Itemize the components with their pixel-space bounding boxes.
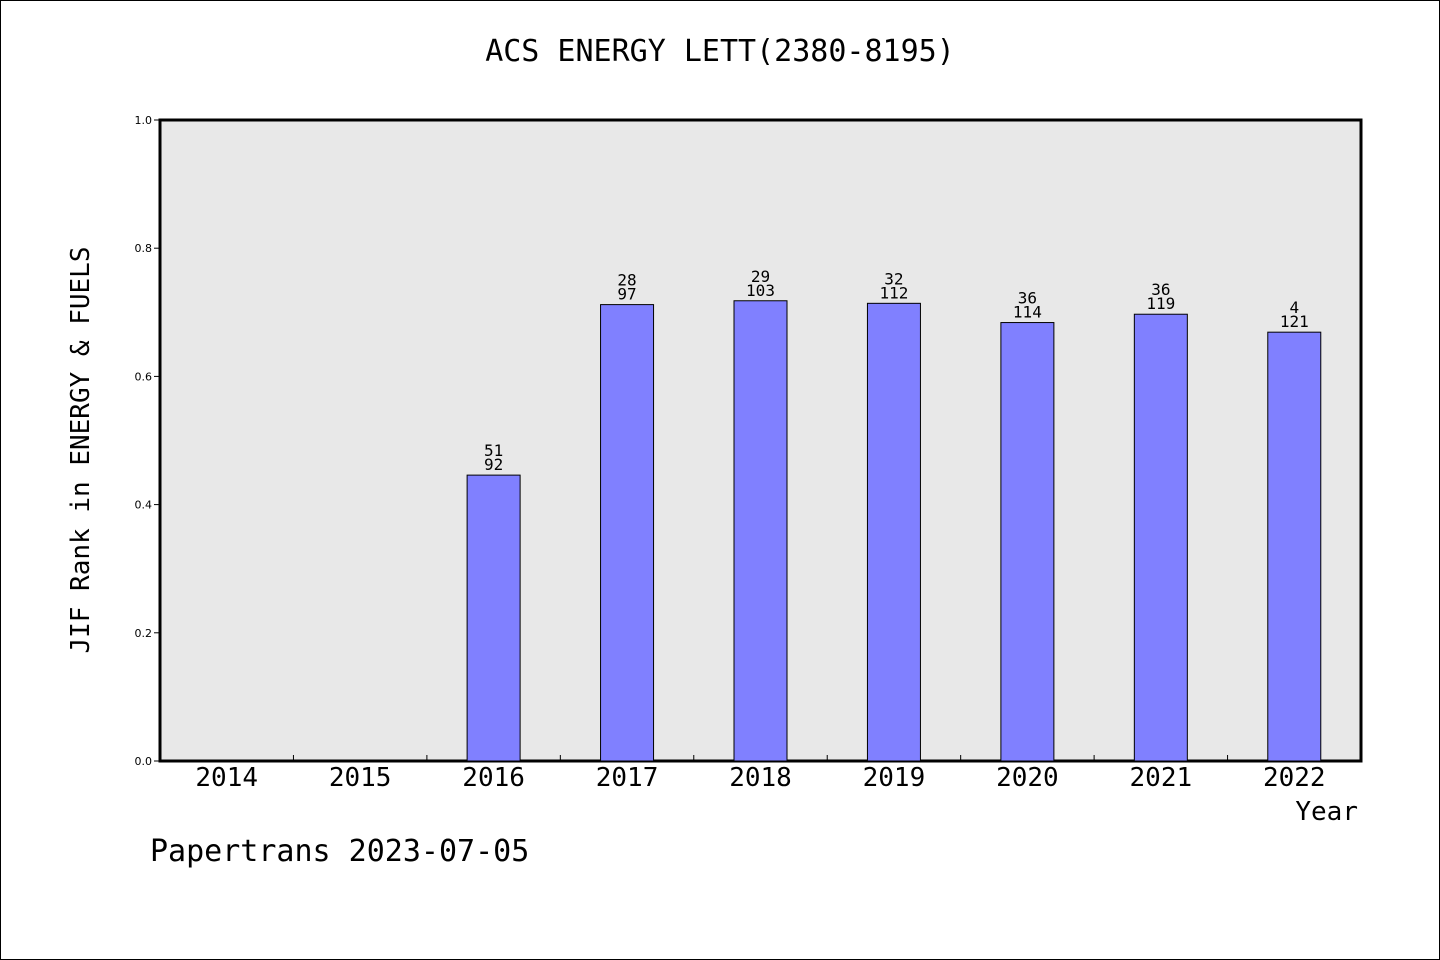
y-tick-label: 0.0 (135, 755, 153, 768)
x-tick-label: 2020 (996, 763, 1059, 793)
bar-rank-label: 36 (1018, 289, 1037, 308)
x-tick-label: 2017 (596, 763, 659, 793)
bar-total-label: 92 (484, 455, 503, 474)
bar-rank-label: 51 (484, 441, 503, 460)
chart-title: ACS ENERGY LETT(2380-8195) (485, 34, 955, 69)
y-axis-label: JIF Rank in ENERGY & FUELS (66, 247, 96, 654)
footer-stamp: Papertrans 2023-07-05 (150, 834, 530, 869)
bar-total-label: 112 (879, 283, 908, 302)
bar (466, 474, 521, 762)
x-axis-label: Year (1295, 797, 1358, 827)
bar-total-label: 103 (746, 281, 775, 300)
x-tick-label: 2016 (462, 763, 525, 793)
x-axis: 2014 2015 2016 2017 2018 2019 2020 2021 2022 (195, 755, 1326, 793)
bar-total-label: 114 (1013, 303, 1042, 322)
bar (1000, 322, 1055, 762)
x-tick-label: 2022 (1263, 763, 1326, 793)
bar-rank-label: 4 (1289, 298, 1299, 317)
bar-rank-label: 36 (1151, 280, 1170, 299)
x-tick-label: 2021 (1130, 763, 1193, 793)
x-tick-label: 2014 (195, 763, 258, 793)
bar (733, 300, 788, 762)
y-tick-label: 0.8 (135, 242, 153, 255)
y-tick-label: 0.2 (135, 627, 153, 640)
bar-rank-label: 32 (884, 269, 903, 288)
bar (866, 302, 921, 762)
bar-rank-label: 28 (617, 271, 636, 290)
x-tick-label: 2018 (729, 763, 792, 793)
x-tick-label: 2019 (863, 763, 926, 793)
y-tick-label: 0.6 (135, 370, 153, 383)
y-axis: 0.0 0.2 0.4 0.6 0.8 1.0 (135, 114, 160, 768)
y-tick-label: 1.0 (135, 114, 153, 127)
x-tick-label: 2015 (329, 763, 392, 793)
bar-rank-label: 29 (751, 267, 770, 286)
bar (1267, 331, 1322, 762)
bar-total-label: 121 (1280, 312, 1309, 331)
bar (600, 304, 655, 762)
bar (1133, 313, 1188, 762)
y-tick-label: 0.4 (135, 499, 153, 512)
bar-total-label: 97 (617, 285, 636, 304)
bar-total-label: 119 (1146, 294, 1175, 313)
